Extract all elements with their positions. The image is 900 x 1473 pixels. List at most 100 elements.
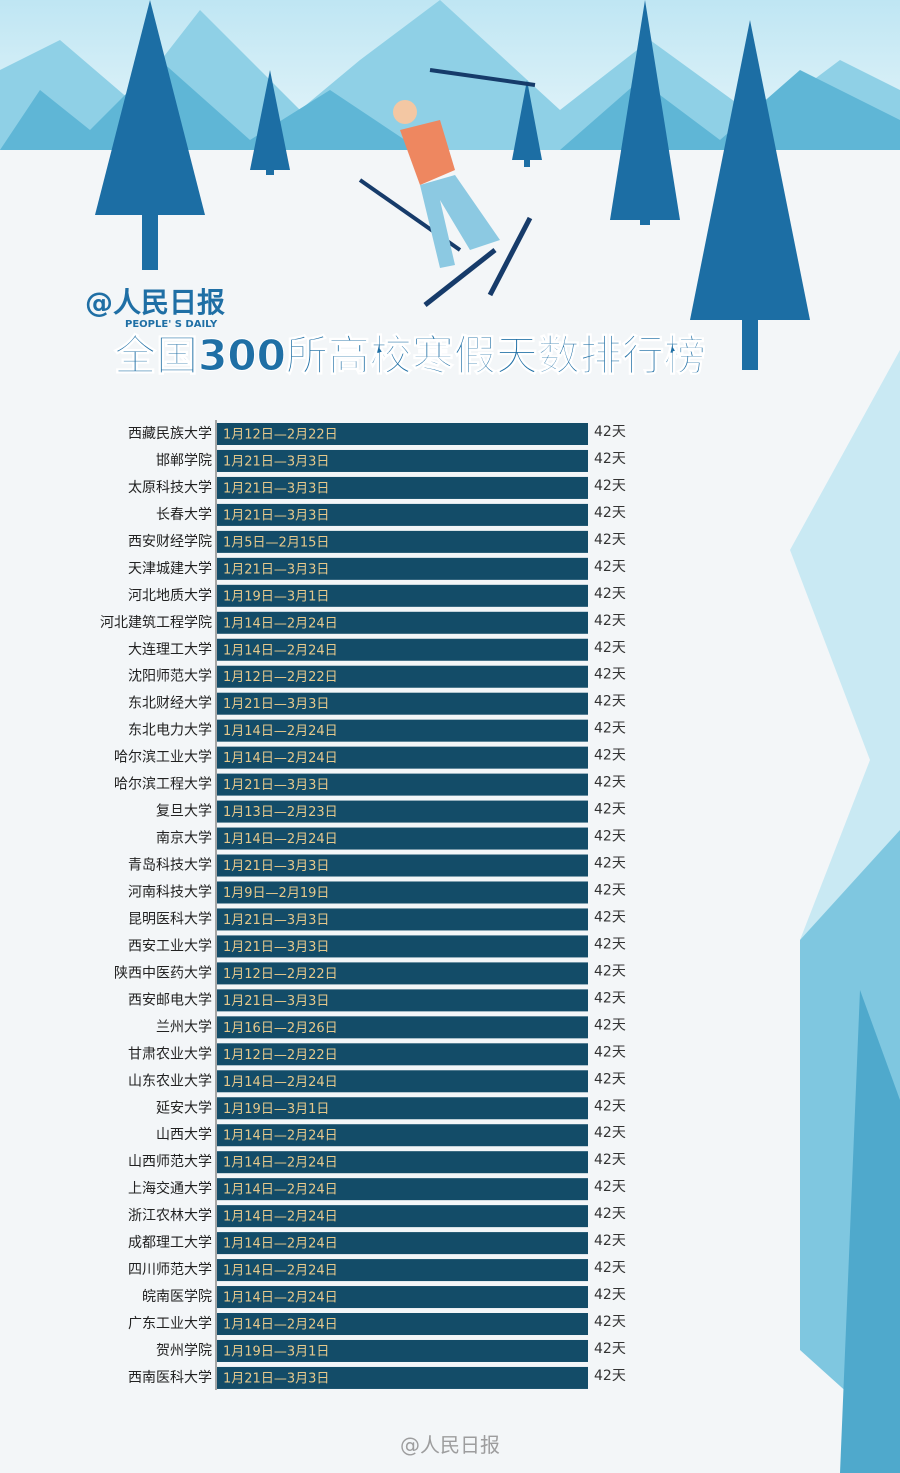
- value-label: 42天: [594, 1287, 626, 1303]
- bar: [217, 1339, 588, 1362]
- bar-label: 1月21日—3月3日: [223, 562, 329, 577]
- category-label: 邯郸学院: [156, 453, 212, 469]
- bar-label: 1月21日—3月3日: [223, 859, 329, 874]
- bar: [217, 449, 588, 472]
- category-label: 沈阳师范大学: [128, 668, 212, 685]
- value-label: 42天: [594, 1314, 626, 1330]
- category-label: 复旦大学: [156, 803, 212, 820]
- category-label: 西藏民族大学: [128, 426, 212, 442]
- bar-label: 1月12日—2月22日: [223, 428, 338, 443]
- category-label: 广东工业大学: [128, 1316, 212, 1332]
- category-label: 上海交通大学: [128, 1180, 212, 1197]
- bar-label: 1月21日—3月3日: [223, 940, 329, 955]
- bar: [217, 989, 588, 1012]
- value-label: 42天: [594, 505, 626, 521]
- category-label: 哈尔滨工业大学: [114, 750, 212, 766]
- bar-label: 1月14日—2月24日: [223, 1075, 338, 1090]
- value-label: 42天: [594, 775, 626, 791]
- bar: [217, 800, 588, 823]
- bar-label: 1月19日—3月1日: [223, 589, 329, 604]
- category-label: 长春大学: [156, 507, 212, 523]
- bar-label: 1月14日—2月24日: [223, 1183, 338, 1198]
- category-label: 陕西中医药大学: [114, 965, 212, 981]
- bar: [217, 1232, 588, 1255]
- value-label: 42天: [594, 936, 626, 952]
- category-label: 山西师范大学: [128, 1153, 212, 1170]
- category-label: 东北财经大学: [128, 696, 212, 712]
- value-label: 42天: [594, 694, 626, 710]
- value-label: 42天: [594, 856, 626, 872]
- bar: [217, 962, 588, 985]
- value-label: 42天: [594, 1098, 626, 1114]
- category-label: 东北电力大学: [128, 723, 212, 739]
- bar: [217, 1313, 588, 1336]
- bar-label: 1月21日—3月3日: [223, 994, 329, 1009]
- category-label: 皖南医学院: [142, 1289, 212, 1305]
- logo-sub: PEOPLE' S DAILY: [125, 319, 218, 330]
- value-label: 42天: [594, 532, 626, 548]
- value-label: 42天: [594, 882, 626, 898]
- bar-label: 1月19日—3月1日: [223, 1102, 329, 1117]
- value-label: 42天: [594, 1260, 626, 1276]
- bar: [217, 1043, 588, 1066]
- category-label: 四川师范大学: [128, 1261, 212, 1278]
- category-label: 浙江农林大学: [128, 1208, 212, 1224]
- bar: [217, 476, 588, 499]
- value-label: 42天: [594, 1368, 626, 1384]
- value-label: 42天: [594, 1044, 626, 1060]
- bar: [217, 1205, 588, 1228]
- category-label: 天津城建大学: [128, 561, 212, 577]
- bar-label: 1月12日—2月22日: [223, 670, 338, 685]
- value-label: 42天: [594, 721, 626, 737]
- bar-label: 1月21日—3月3日: [223, 1371, 329, 1386]
- category-label: 昆明医科大学: [128, 911, 212, 927]
- watermark: @人民日报: [400, 1433, 500, 1457]
- category-label: 山东农业大学: [128, 1073, 212, 1089]
- bar-label: 1月14日—2月24日: [223, 1210, 338, 1225]
- value-label: 42天: [594, 909, 626, 925]
- bar: [217, 1286, 588, 1309]
- category-label: 太原科技大学: [128, 480, 212, 496]
- category-label: 青岛科技大学: [128, 858, 212, 874]
- bar-label: 1月21日—3月3日: [223, 481, 329, 496]
- bar-label: 1月14日—2月24日: [223, 751, 338, 766]
- category-label: 贺州学院: [156, 1343, 212, 1359]
- bar: [217, 908, 588, 931]
- category-label: 西安工业大学: [128, 938, 212, 954]
- category-label: 甘肃农业大学: [128, 1046, 212, 1062]
- bar: [217, 423, 588, 445]
- value-label: 42天: [594, 1341, 626, 1357]
- bar-label: 1月21日—3月3日: [223, 697, 329, 712]
- bar-label: 1月14日—2月24日: [223, 1237, 338, 1252]
- category-label: 哈尔滨工程大学: [114, 777, 212, 793]
- bar: [217, 503, 588, 526]
- bar: [217, 1366, 588, 1389]
- skier: [358, 68, 536, 307]
- value-label: 42天: [594, 586, 626, 602]
- bar: [217, 1124, 588, 1147]
- bar-label: 1月12日—2月22日: [223, 1048, 338, 1063]
- bar: [217, 773, 588, 796]
- value-label: 42天: [594, 1125, 626, 1141]
- bar: [217, 1178, 588, 1201]
- bar: [217, 611, 588, 634]
- category-label: 西南医科大学: [128, 1370, 212, 1386]
- value-label: 42天: [594, 829, 626, 845]
- bar-label: 1月21日—3月3日: [223, 454, 329, 469]
- category-label: 山西大学: [156, 1127, 212, 1143]
- category-label: 大连理工大学: [128, 642, 212, 658]
- value-label: 42天: [594, 478, 626, 494]
- bar-label: 1月19日—3月1日: [223, 1344, 329, 1359]
- bar-label: 1月14日—2月24日: [223, 1264, 338, 1279]
- category-label: 西安邮电大学: [128, 992, 212, 1008]
- bar: [217, 1151, 588, 1174]
- value-label: 42天: [594, 990, 626, 1006]
- value-label: 42天: [594, 963, 626, 979]
- bar: [217, 1016, 588, 1039]
- bar: [217, 638, 588, 661]
- value-label: 42天: [594, 748, 626, 764]
- value-label: 42天: [594, 451, 626, 467]
- value-label: 42天: [594, 559, 626, 575]
